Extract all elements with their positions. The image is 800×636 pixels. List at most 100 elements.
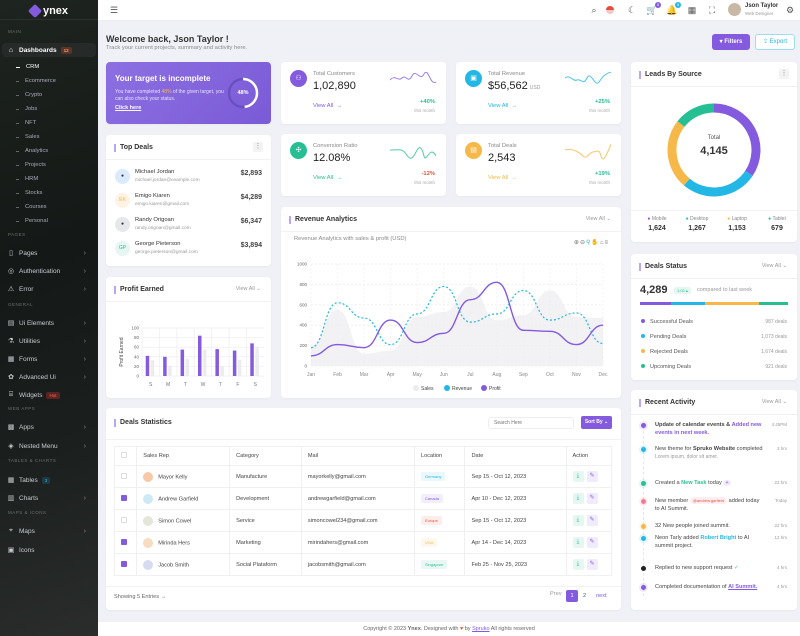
submenu-item[interactable]: Sales [16,134,40,140]
sidebar-item-ui-elements[interactable]: ▤ Ui Elements › [7,319,86,328]
page-2-button[interactable]: 2 [583,593,587,599]
sidebar-item-pages[interactable]: ▯ Pages › [2,246,96,260]
sidebar-item-nested-menu[interactable]: ◈ Nested Menu › [8,442,86,451]
sidebar-item-tables[interactable]: ▦ Tables 3 [2,473,96,487]
selection-zoom-icon[interactable]: ⚲ [585,240,592,246]
edit-icon[interactable]: ✎ [586,471,598,482]
fullscreen-icon[interactable]: ⛶ [708,5,716,15]
activity-item[interactable]: Neon Tarly added Robert Bright to AI sum… [641,534,787,550]
view-all-link[interactable]: View All → [313,175,343,181]
sort-by-button[interactable]: Sort By ⌄ [581,416,612,429]
submenu-item[interactable]: CRM [16,64,39,70]
pagination-prev[interactable]: Prev [550,591,562,597]
view-all-link[interactable]: View All → [488,175,518,181]
list-item[interactable]: ● Michael Jordan michael.jordan@example.… [115,167,262,187]
search-icon[interactable]: ⌕ [591,5,597,15]
activity-item[interactable]: New theme for Spruko Website completed Lo… [641,445,787,461]
download-icon[interactable]: ⤓ [572,471,584,482]
view-all-link[interactable]: View All → [488,103,518,109]
row-checkbox[interactable] [121,516,127,523]
user-name[interactable]: Json Taylor [745,3,779,9]
submenu-item[interactable]: Stocks [16,190,42,196]
table-row: Jacob Smith Social Plataform jacobsmith@g… [113,553,612,576]
activity-item[interactable]: Replied to new support request ✓ 4 hrs [641,564,787,572]
download-icon[interactable]: ⤓ [572,559,584,570]
edit-icon[interactable]: ✎ [586,515,598,526]
avatar[interactable] [728,3,741,16]
sidebar-item-maps[interactable]: ⌖ Maps › [2,524,96,538]
author-link[interactable]: Spruko [472,626,490,632]
select-all-checkbox[interactable] [121,452,127,458]
chevron-right-icon: › [83,285,86,293]
page-1-button[interactable]: 1 [566,590,578,602]
click-here-link[interactable]: Click here [115,105,142,111]
submenu-item[interactable]: NFT [16,120,36,126]
submenu-item[interactable]: Jobs [16,106,37,112]
sidebar-item-utilities[interactable]: ⚗ Utilities › [7,337,86,346]
cart-icon[interactable]: 🛒 5 [646,2,661,15]
activity-item[interactable]: New member @andrew.garfield added today … [641,497,787,513]
menu-toggle-icon[interactable]: ☰ [109,5,119,15]
view-all-dropdown[interactable]: View All ⌄ [235,286,261,292]
sidebar-item-icons[interactable]: ▣ Icons [7,546,35,555]
view-all-dropdown[interactable]: View All ⌄ [761,263,787,269]
submenu-item[interactable]: Courses [16,204,47,210]
row-checkbox[interactable] [121,494,127,501]
sidebar-item-charts[interactable]: ▥ Charts › [7,494,86,503]
pagination-next[interactable]: next [596,593,607,599]
sidebar-item-advanced-ui[interactable]: ✿ Advanced Ui › [8,373,86,382]
download-icon[interactable]: ⤓ [572,515,584,526]
home-icon[interactable]: ⌂ [599,240,605,246]
menu-icon[interactable]: ≡ [604,240,609,246]
gear-icon[interactable]: ⚙ [785,5,795,15]
download-icon[interactable]: ⤓ [572,537,584,548]
export-button[interactable]: ⇪ Export [755,34,795,50]
view-all-dropdown[interactable]: View All ⌄ [761,399,787,405]
x-tick-label: Dec [599,372,608,378]
edit-icon[interactable]: ✎ [586,559,598,570]
download-icon[interactable]: ⤓ [572,493,584,504]
zoom-out-icon[interactable]: ⊖ [579,240,586,246]
wave-icon: ✣ [290,142,307,159]
bell-icon[interactable]: 🔔 5 [666,2,681,15]
submenu-item[interactable]: HRM [16,176,38,182]
deals-status-card: Deals Status View All ⌄ 4,289 1.02 ▴ com… [631,254,797,380]
submenu-item[interactable]: Analytics [16,148,48,154]
sidebar-item-error[interactable]: ⚠ Error › [7,285,86,294]
sidebar-item-widgets[interactable]: ⌸ Widgets Hot [2,388,96,402]
activity-item[interactable]: Created a New Task today +22 hrs [641,479,787,487]
logo[interactable]: ynex [0,0,98,20]
row-checkbox[interactable] [121,472,127,479]
sidebar-item-apps[interactable]: ▩ Apps › [7,423,86,432]
zoom-in-icon[interactable]: ⊕ [573,240,580,246]
list-item[interactable]: ● Randy Origoan randy.origoan@gmail.com … [115,215,262,235]
view-all-dropdown[interactable]: View All ⌄ [585,216,611,222]
sidebar-item-forms[interactable]: ▦ Forms › [7,355,86,364]
search-input[interactable] [488,417,574,429]
edit-icon[interactable]: ✎ [586,493,598,504]
submenu-item[interactable]: Projects [16,162,46,168]
submenu-item[interactable]: Personal [16,218,48,224]
row-checkbox[interactable] [121,560,127,567]
moon-icon[interactable]: ☾ [627,5,637,15]
sidebar-item-authentication[interactable]: ◎ Authentication › [7,267,86,276]
list-item[interactable]: GP George Pieterson george.pieterson@gma… [115,239,262,259]
sidebar-item-dashboards[interactable]: ⌂ Dashboards 12 [2,43,96,57]
view-all-link[interactable]: View All → [313,103,343,109]
activity-item[interactable]: Completed documentation of AI Summit. 4 h… [641,583,787,591]
pan-icon[interactable]: ✋ [591,240,600,246]
row-checkbox[interactable] [121,538,127,545]
y-tick-label: 80 [134,335,140,340]
submenu-item[interactable]: Ecommerce [16,78,56,84]
list-item[interactable]: EK Emigo Kiaren emigo.kiaren@gmail.com $… [115,191,262,211]
apps-grid-icon[interactable]: ▦ [687,5,697,15]
activity-item[interactable]: Update of calendar events & Added new ev… [641,421,787,437]
bar [250,343,254,376]
flag-us-icon[interactable] [606,6,614,14]
activity-item[interactable]: 32 New people joined summit. 22 hrs [641,522,787,530]
more-options-icon[interactable]: ⋮ [779,69,789,79]
more-options-icon[interactable]: ⋮ [253,142,263,152]
edit-icon[interactable]: ✎ [586,537,598,548]
submenu-item[interactable]: Crypto [16,92,42,98]
filters-button[interactable]: ▾ Filters [712,34,750,50]
